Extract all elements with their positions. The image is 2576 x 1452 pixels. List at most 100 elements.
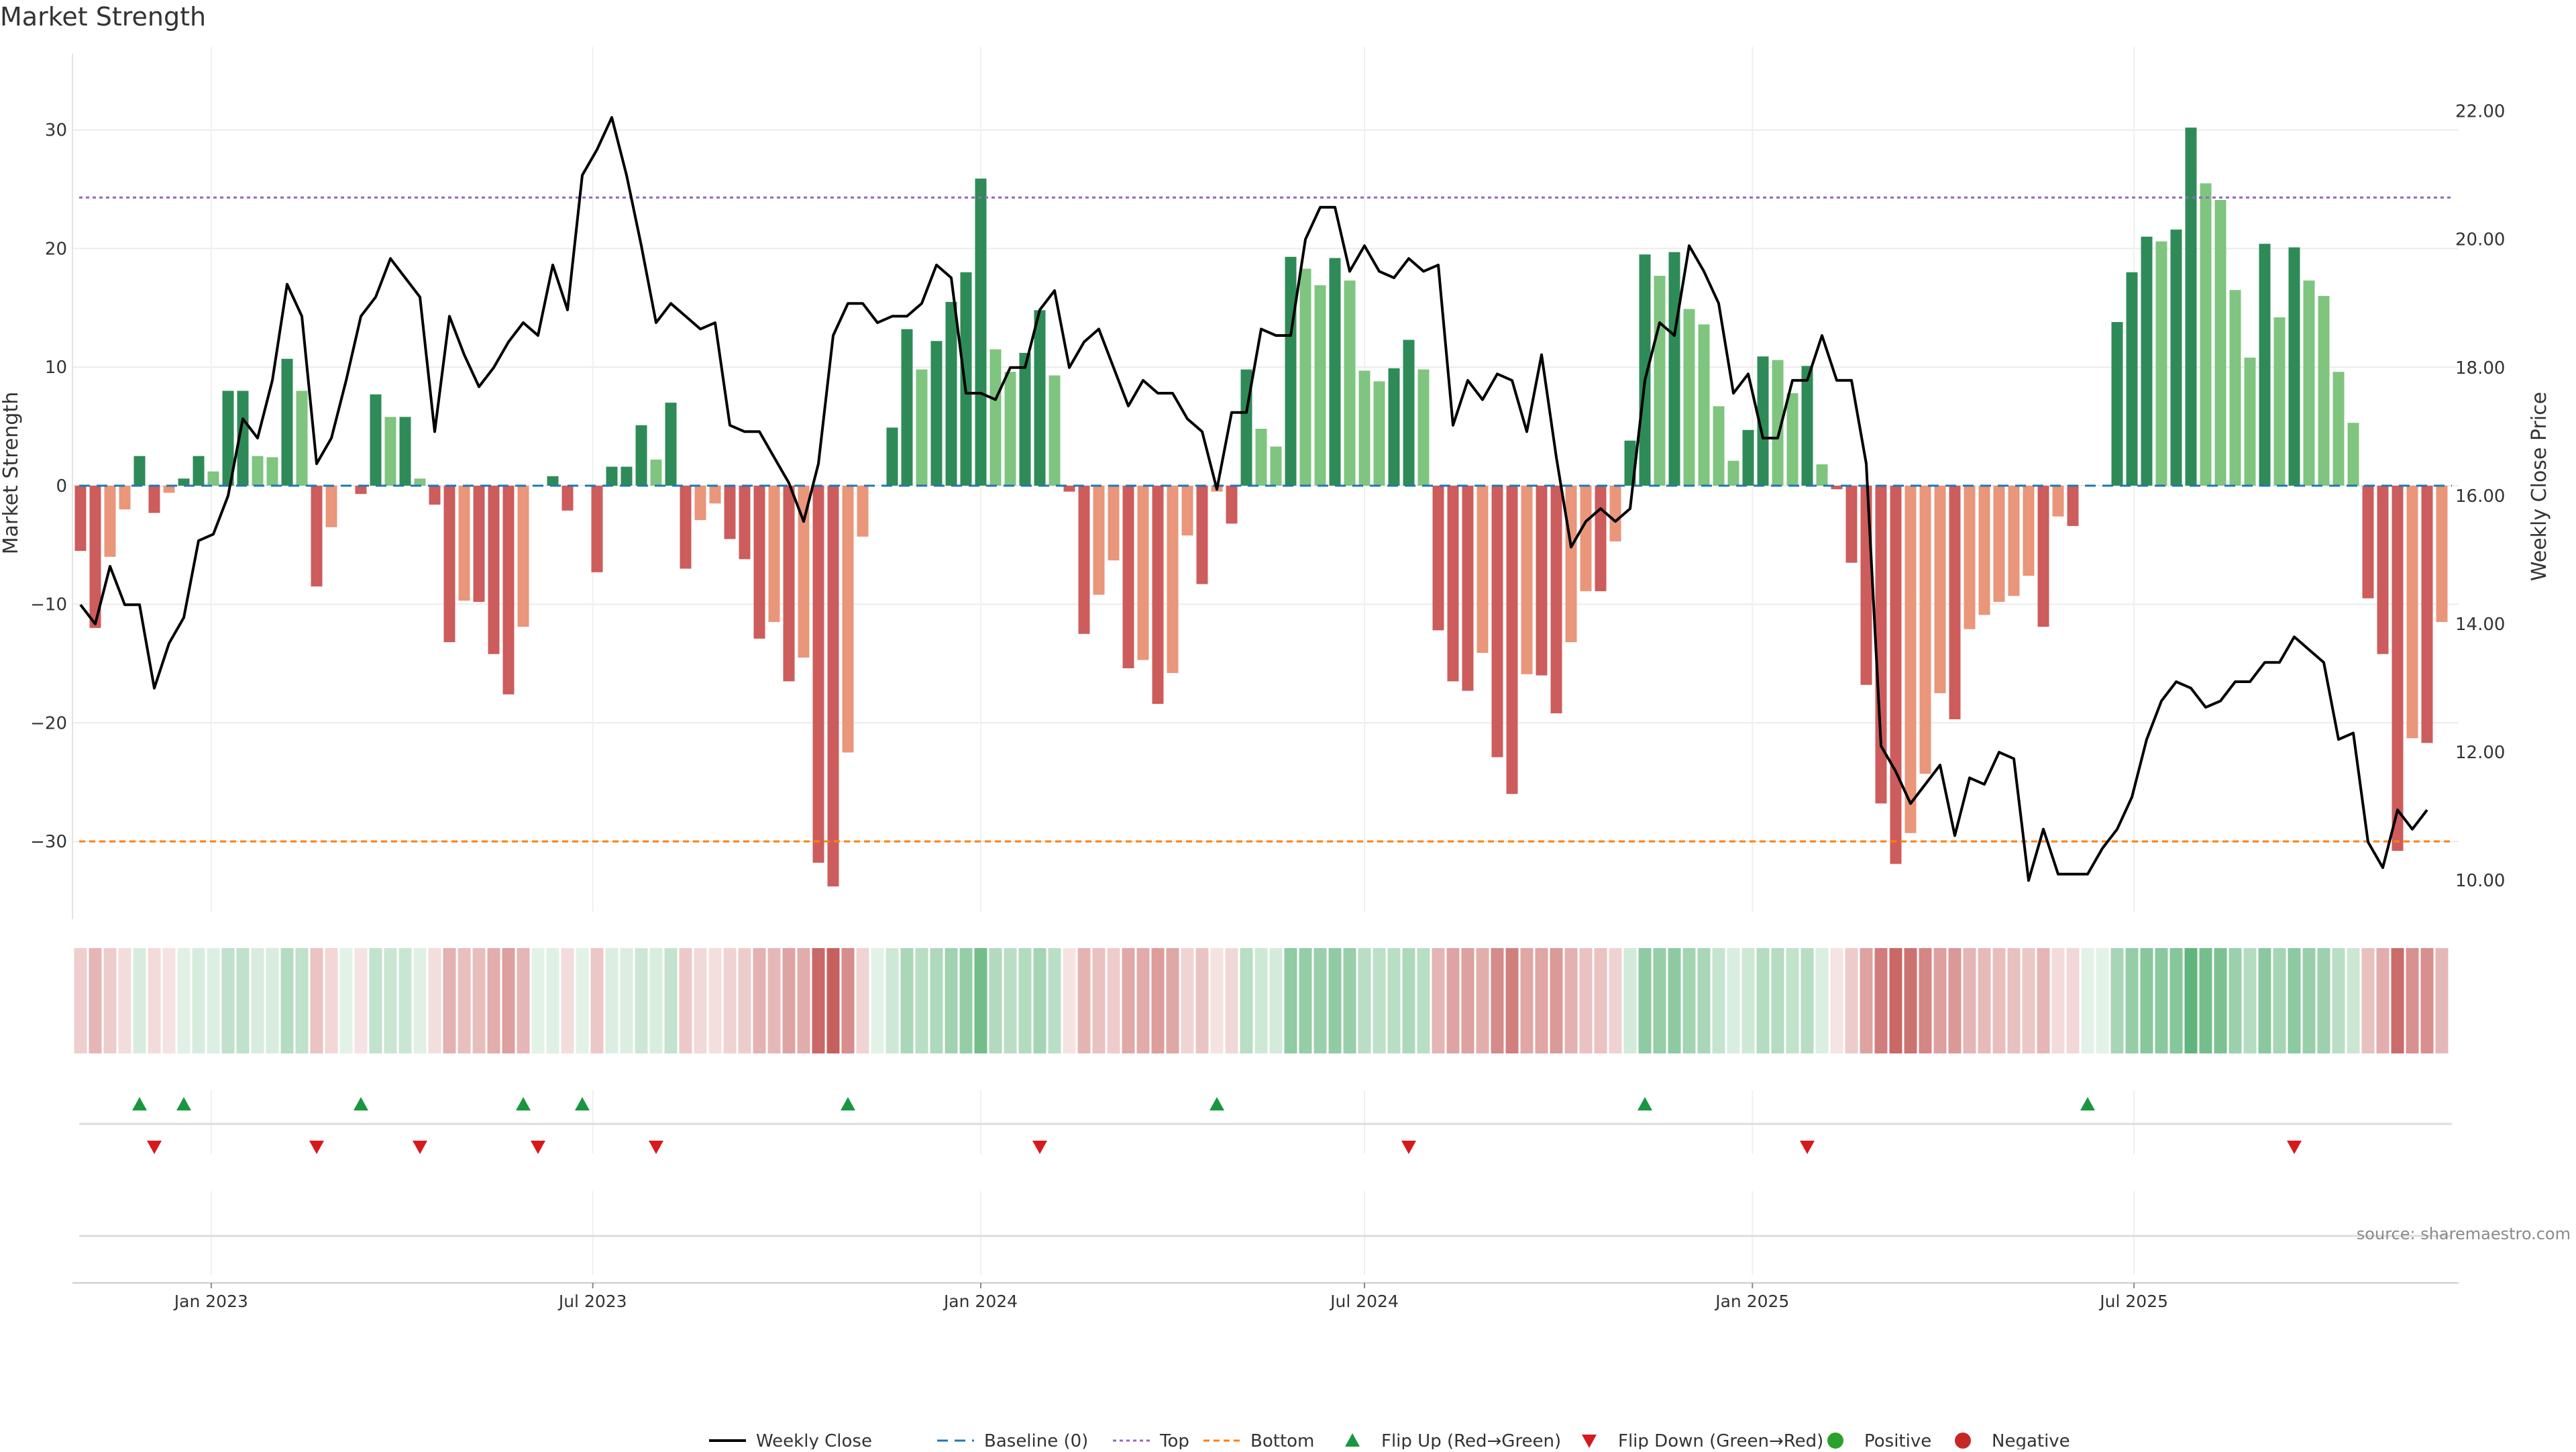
strength-bar — [2155, 241, 2167, 486]
heat-cell — [2155, 948, 2168, 1053]
strength-bar — [1078, 485, 1090, 634]
right-tick-label: 18.00 — [2455, 358, 2505, 378]
strength-bar — [178, 478, 190, 486]
heat-cell — [1756, 948, 1770, 1053]
strength-bar — [2126, 272, 2138, 486]
heat-cell — [989, 948, 1002, 1053]
heat-cell — [1653, 948, 1666, 1053]
strength-bar — [2037, 485, 2049, 627]
strength-bar — [1698, 324, 1710, 486]
heat-cell — [1874, 948, 1888, 1053]
strength-bar — [798, 485, 810, 658]
flip-down-marker — [309, 1141, 324, 1154]
strength-bar — [1477, 485, 1489, 653]
heat-cell — [1358, 948, 1371, 1053]
strength-bar — [1580, 485, 1592, 592]
strength-bar — [89, 485, 101, 628]
right-tick-label: 14.00 — [2455, 615, 2505, 635]
heat-cell — [1122, 948, 1135, 1053]
flip-down-marker — [1401, 1141, 1416, 1154]
heat-cell — [266, 948, 279, 1053]
heat-cell — [2273, 948, 2286, 1053]
heat-cell — [605, 948, 619, 1053]
strength-bar — [739, 485, 751, 560]
strength-bar — [1373, 381, 1385, 486]
heat-cell — [2243, 948, 2257, 1053]
strength-bar — [517, 485, 529, 627]
flip-down-marker — [413, 1141, 427, 1154]
heat-cell — [959, 948, 973, 1053]
heat-cell — [1461, 948, 1474, 1053]
heat-cell — [1254, 948, 1268, 1053]
heat-cell — [649, 948, 663, 1053]
strength-bar — [1329, 258, 1341, 486]
heat-cell — [413, 948, 427, 1053]
heat-cell — [1889, 948, 1902, 1053]
flip-up-marker — [354, 1097, 368, 1110]
legend: Weekly Close Baseline (0) Top Bottom Flip Up… — [709, 1431, 2070, 1451]
strength-bar — [163, 485, 175, 493]
heat-cell — [89, 948, 102, 1053]
heat-cell — [1284, 948, 1297, 1053]
strength-bar — [842, 485, 854, 753]
strength-bar — [355, 485, 367, 495]
heat-cell — [354, 948, 368, 1053]
heat-cell — [1697, 948, 1711, 1053]
strength-bar — [1108, 485, 1120, 561]
legend-label: Flip Down (Green→Red) — [1618, 1431, 1823, 1449]
heat-cell — [2406, 948, 2419, 1053]
heat-cell — [458, 948, 471, 1053]
strength-bar — [916, 369, 928, 486]
heat-cell — [1668, 948, 1681, 1053]
strength-bar — [2052, 485, 2064, 517]
strength-bar — [1786, 393, 1799, 486]
heat-cell — [1978, 948, 1991, 1053]
strength-bar — [1181, 485, 1193, 536]
strength-bar — [399, 417, 411, 486]
heat-cell — [1299, 948, 1312, 1053]
strength-bar — [2377, 485, 2389, 654]
heat-cell — [826, 948, 840, 1053]
right-tick-label: 20.00 — [2455, 230, 2505, 250]
strength-bar — [1565, 485, 1577, 643]
strength-bar — [2200, 183, 2212, 486]
strength-bar — [1964, 485, 1976, 629]
heat-cell — [1373, 948, 1386, 1053]
strength-bar — [119, 485, 131, 510]
heat-cell — [1166, 948, 1179, 1053]
heat-cell — [207, 948, 220, 1053]
heat-cell — [1727, 948, 1740, 1053]
strength-bar — [2318, 296, 2330, 486]
strength-bar — [561, 485, 574, 511]
strength-bar — [989, 349, 1002, 486]
legend-label: Flip Up (Red→Green) — [1381, 1431, 1561, 1449]
strength-bar — [1919, 485, 1931, 774]
strength-bar — [1270, 446, 1282, 486]
strength-bar — [857, 485, 869, 537]
strength-bar — [1403, 340, 1415, 486]
heat-cell — [1830, 948, 1843, 1053]
heat-cell — [2199, 948, 2212, 1053]
strength-bar — [222, 391, 234, 486]
heat-cell — [1432, 948, 1445, 1053]
legend-label: Negative — [1992, 1431, 2070, 1449]
heat-cell — [1018, 948, 1032, 1053]
heat-cell — [974, 948, 987, 1053]
right-tick-label: 12.00 — [2455, 743, 2505, 763]
heat-cell — [945, 948, 958, 1053]
strength-bar — [1904, 485, 1917, 833]
strength-bar — [1875, 485, 1887, 804]
legend-swatch-negative — [1955, 1433, 1971, 1449]
heat-cell — [561, 948, 574, 1053]
right-axis-label: Weekly Close Price — [2528, 392, 2551, 581]
heat-cell — [1491, 948, 1504, 1053]
weekly-close-path — [79, 116, 2428, 882]
heat-cell — [1240, 948, 1253, 1053]
strength-bar — [753, 485, 765, 639]
axes: −30 −20 −10 0 10 20 30 10.00 12.00 14.00 16.00 18.0… — [0, 54, 2551, 919]
strength-bar — [960, 272, 972, 486]
heat-cell — [103, 948, 117, 1053]
strength-bar — [370, 394, 382, 486]
flip-down-marker — [1800, 1141, 1815, 1154]
